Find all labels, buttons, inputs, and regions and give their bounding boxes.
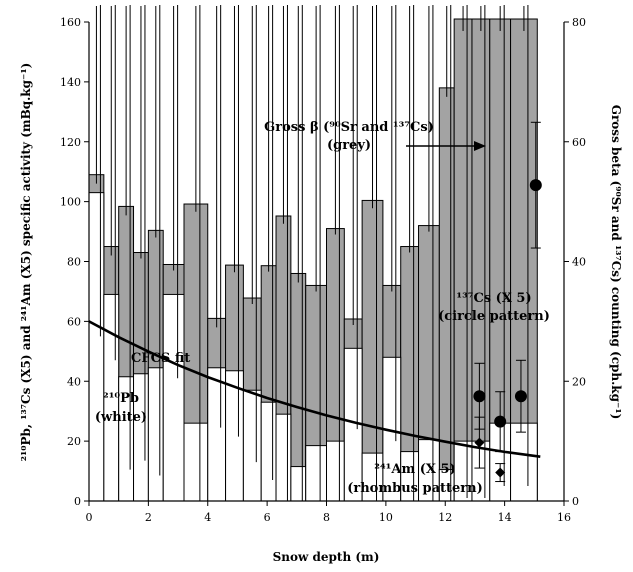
x-tick-label-0: 0 [86,511,93,524]
error-bars [95,5,541,501]
y-right-tick-label-2: 40 [572,256,586,269]
y-right-tick-label-3: 60 [572,136,586,149]
pb210-bar-7 [207,367,227,502]
am241-label-line2: (rhombus pattern) [347,481,483,496]
pb210-bar-5 [162,293,185,502]
ticks: 0 2 4 6 8 10 12 14 16020406080100120140160020406… [60,16,586,524]
gross-beta-label-line2: (grey) [327,138,371,153]
cfcs-fit-series [88,320,541,458]
y-left-tick-label-6: 120 [60,136,81,149]
pb210-label-line2: (white) [95,410,147,425]
y-left-tick-label-1: 20 [67,435,81,448]
y-left-tick-label-3: 60 [67,315,81,328]
cfcs-fit-curve [88,320,541,458]
y-left-tick-label-2: 40 [67,375,81,388]
x-tick-label-7: 14 [498,511,512,524]
pb210-bar-24 [510,422,538,502]
pb210-bar-13 [305,445,327,502]
x-tick-label-2: 4 [204,511,211,524]
cs137-point-3 [529,179,542,192]
x-tick-label-5: 10 [379,511,393,524]
y-right-tick-label-1: 20 [572,375,586,388]
x-tick-label-3: 6 [264,511,271,524]
x-tick-label-1: 2 [145,511,152,524]
y-right-tick-label-4: 80 [572,16,586,29]
cs137-point-1 [494,415,507,428]
pb210-bar-10 [260,401,277,502]
cfcs-fit-label: CFCS fit [131,351,190,366]
y-axis-left-label: ²¹⁰Pb, ¹³⁷Cs (X5) and ²⁴¹Am (X5) specifi… [19,63,33,462]
cs137-label-line1: ¹³⁷Cs (X 5) [456,291,531,306]
cs137-point-2 [514,390,527,403]
gross-beta-arrow [406,141,486,151]
y-left-tick-label-7: 140 [60,76,81,89]
gross-beta-bar-21 [453,18,473,502]
y-left-tick-label-4: 80 [67,256,81,269]
cs137-point-0 [473,390,486,403]
x-axis-label: Snow depth (m) [273,550,380,564]
gross-beta-label-line1: Gross β (⁹⁰Sr and ¹³⁷Cs) [264,120,434,135]
pb210-bar-0 [88,192,105,502]
pb210-bar-4 [147,367,164,502]
am241-point-0 [474,437,485,448]
y-left-tick-label-5: 100 [60,196,81,209]
am241-label-line1: ²⁴¹Am (X 5) [374,462,455,477]
x-tick-label-8: 16 [557,511,571,524]
am241-point-1 [495,467,506,478]
y-axis-right-label: Gross beta (⁹⁰Sr and ¹³⁷Cs) counting (cp… [609,105,623,420]
y-left-tick-label-0: 0 [74,495,81,508]
x-tick-label-6: 12 [438,511,452,524]
x-tick-label-4: 8 [323,511,330,524]
gross-beta-bar-20 [438,87,455,502]
pb210-bar-14 [326,440,345,502]
cs137-label-line2: (circle pattern) [438,309,550,324]
y-left-tick-label-8: 160 [60,16,81,29]
pb210-bar-11 [275,413,292,502]
pb210-bar-9 [242,389,262,502]
pb210-bar-12 [290,466,307,502]
y-right-tick-label-0: 0 [572,495,579,508]
marker-series [473,179,542,478]
gross-beta-bar-24 [510,18,538,502]
pb210-bar-6 [183,422,209,502]
pb210-label-line1: ²¹⁰Pb [103,391,139,406]
